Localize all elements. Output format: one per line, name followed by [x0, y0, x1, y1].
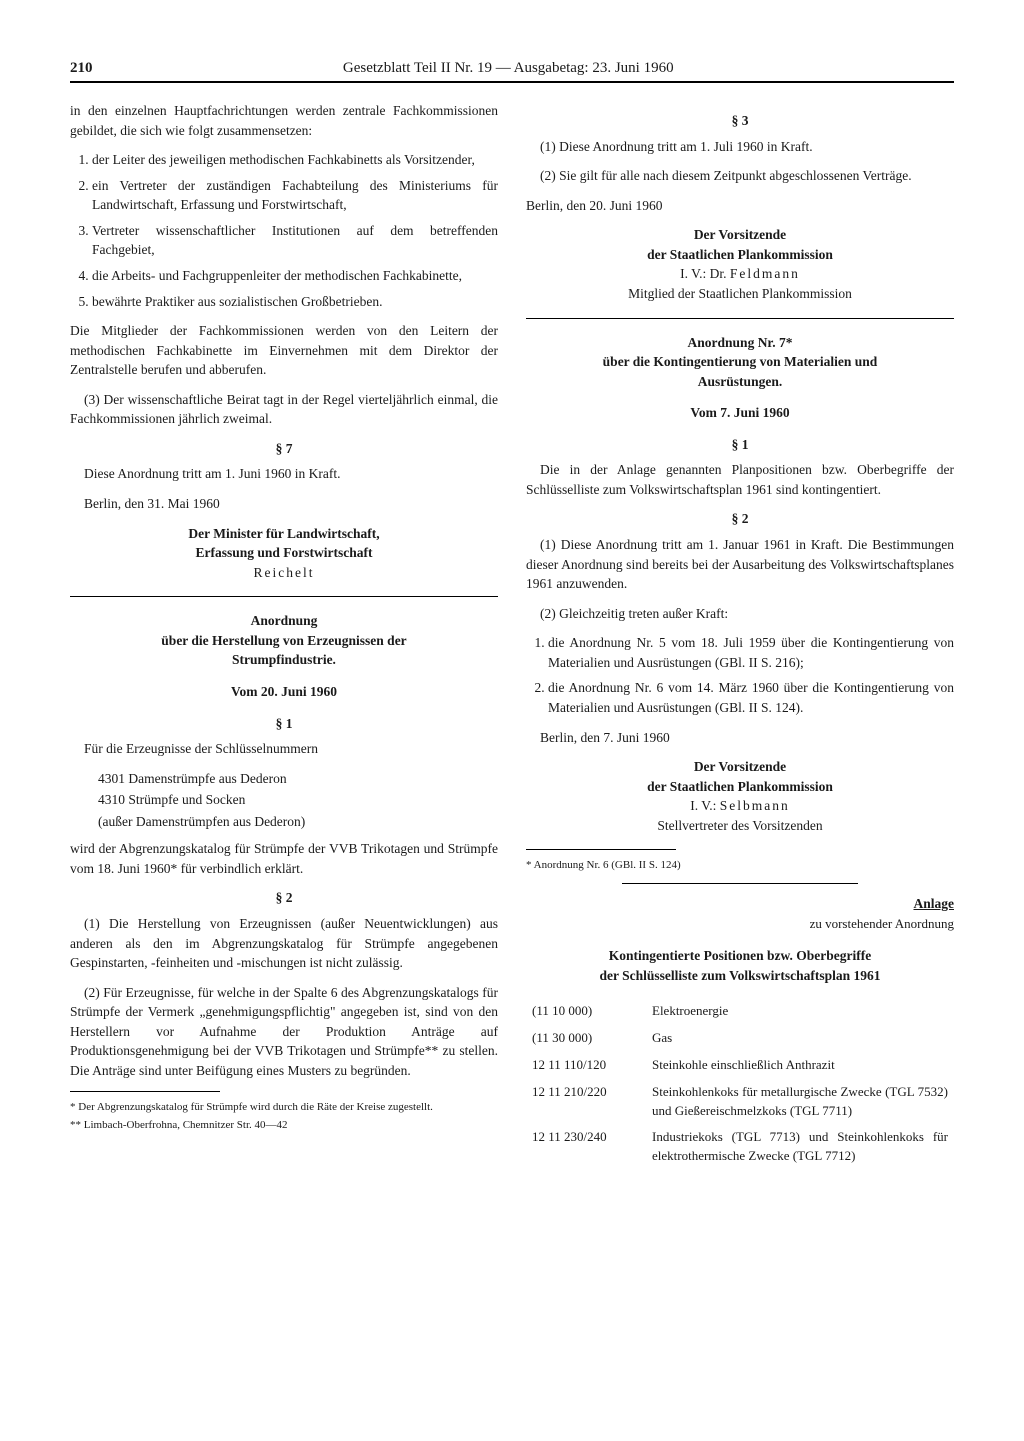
positions-table: (11 10 000)Elektroenergie (11 30 000)Gas…: [526, 997, 954, 1171]
sig-line: der Staatlichen Plankommission: [526, 777, 954, 797]
product-item: 4310 Strümpfe und Socken: [98, 790, 498, 810]
pos-code: 12 11 210/220: [528, 1080, 646, 1124]
title-line: Anordnung: [70, 611, 498, 631]
table-row: (11 30 000)Gas: [528, 1026, 952, 1051]
list-item: bewährte Praktiker aus sozialistischen G…: [92, 292, 498, 312]
product-list: 4301 Damenstrümpfe aus Dederon 4310 Strü…: [70, 769, 498, 832]
section-1: § 1: [70, 714, 498, 734]
date-line: Berlin, den 31. Mai 1960: [70, 494, 498, 514]
list-item: die Arbeits- und Fachgruppenleiter der m…: [92, 266, 498, 286]
commission-list: der Leiter des jeweiligen methodischen F…: [70, 150, 498, 311]
list-item: die Anordnung Nr. 5 vom 18. Juli 1959 üb…: [548, 633, 954, 672]
title-line: Anordnung Nr. 7*: [526, 333, 954, 353]
title-line: Ausrüstungen.: [526, 372, 954, 392]
pos-code: (11 10 000): [528, 999, 646, 1024]
pos-title-line: Kontingentierte Positionen bzw. Oberbegr…: [526, 946, 954, 966]
divider-mid: [622, 883, 857, 884]
footnote-1: * Der Abgrenzungskatalog für Strümpfe wi…: [70, 1100, 498, 1114]
s2b-p1: (1) Diese Anordnung tritt am 1. Januar 1…: [526, 535, 954, 594]
sig-name: Reichelt: [70, 563, 498, 583]
section-7: § 7: [70, 439, 498, 459]
sig-line: I. V.: Selbmann: [526, 796, 954, 816]
footnote-3: * Anordnung Nr. 6 (GBl. II S. 124): [526, 858, 954, 872]
table-row: 12 11 210/220Steinkohlenkoks für metallu…: [528, 1080, 952, 1124]
sig-line: Der Vorsitzende: [526, 757, 954, 777]
s1b-text: Die in der Anlage genannten Planposition…: [526, 460, 954, 499]
date-line-2: Berlin, den 20. Juni 1960: [526, 196, 954, 216]
order-3-title: Anordnung Nr. 7* über die Kontingentieru…: [526, 333, 954, 392]
pos-desc: Industriekoks (TGL 7713) und Steinkohlen…: [648, 1125, 952, 1169]
divider: [70, 596, 498, 597]
sig-line: I. V.: Dr. Feldmann: [526, 264, 954, 284]
section-2: § 2: [70, 888, 498, 908]
sig-line: Der Minister für Landwirtschaft,: [70, 524, 498, 544]
pos-desc: Elektroenergie: [648, 999, 952, 1024]
intro-text: in den einzelnen Hauptfachrichtungen wer…: [70, 101, 498, 140]
product-item: 4301 Damenstrümpfe aus Dederon: [98, 769, 498, 789]
s1-rest: wird der Abgrenzungskatalog für Strümpfe…: [70, 839, 498, 878]
s2-p1: (1) Die Herstellung von Erzeugnissen (au…: [70, 914, 498, 973]
pos-desc: Steinkohlenkoks für metallurgische Zweck…: [648, 1080, 952, 1124]
pos-title-line: der Schlüsselliste zum Volkswirtschaftsp…: [526, 966, 954, 986]
sig-line: Mitglied der Staatlichen Plankommission: [526, 284, 954, 304]
pos-code: 12 11 230/240: [528, 1125, 646, 1169]
signature-block-1: Der Minister für Landwirtschaft, Erfassu…: [70, 524, 498, 583]
repeal-list: die Anordnung Nr. 5 vom 18. Juli 1959 üb…: [526, 633, 954, 717]
header-title: Gesetzblatt Teil II Nr. 19 — Ausgabetag:…: [93, 60, 925, 77]
list-item: die Anordnung Nr. 6 vom 14. März 1960 üb…: [548, 678, 954, 717]
product-item: (außer Damenstrümpfen aus Dederon): [98, 812, 498, 832]
s2-p2: (2) Für Erzeugnisse, für welche in der S…: [70, 983, 498, 1081]
sig-line: Der Vorsitzende: [526, 225, 954, 245]
sig-line: der Staatlichen Plankommission: [526, 245, 954, 265]
table-row: (11 10 000)Elektroenergie: [528, 999, 952, 1024]
title-line: über die Kontingentierung von Materialie…: [526, 352, 954, 372]
anlage-title: Anlage: [526, 894, 954, 914]
title-line: über die Herstellung von Erzeugnissen de…: [70, 631, 498, 651]
sig-line: Erfassung und Forstwirtschaft: [70, 543, 498, 563]
s3-p2: (2) Sie gilt für alle nach diesem Zeitpu…: [526, 166, 954, 186]
section-3: § 3: [526, 111, 954, 131]
section-1b: § 1: [526, 435, 954, 455]
pos-desc: Gas: [648, 1026, 952, 1051]
order-2-title: Anordnung über die Herstellung von Erzeu…: [70, 611, 498, 670]
date-line-3: Berlin, den 7. Juni 1960: [526, 728, 954, 748]
s1-intro: Für die Erzeugnisse der Schlüsselnummern: [70, 739, 498, 759]
list-item: der Leiter des jeweiligen methodischen F…: [92, 150, 498, 170]
list-item: ein Vertreter der zuständigen Fachabteil…: [92, 176, 498, 215]
order-3-date: Vom 7. Juni 1960: [526, 403, 954, 423]
divider: [526, 318, 954, 319]
para-3: (3) Der wissenschaftliche Beirat tagt in…: [70, 390, 498, 429]
signature-block-2: Der Vorsitzende der Staatlichen Plankomm…: [526, 225, 954, 303]
s3-p1: (1) Diese Anordnung tritt am 1. Juli 196…: [526, 137, 954, 157]
pos-code: (11 30 000): [528, 1026, 646, 1051]
footnote-divider: [70, 1091, 220, 1092]
sig-line: Stellvertreter des Vorsitzenden: [526, 816, 954, 836]
right-column: § 3 (1) Diese Anordnung tritt am 1. Juli…: [526, 101, 954, 1171]
list-item: Vertreter wissenschaftlicher Institution…: [92, 221, 498, 260]
section-2b: § 2: [526, 509, 954, 529]
para-after: Die Mitglieder der Fachkommissionen werd…: [70, 321, 498, 380]
page-header: 210 Gesetzblatt Teil II Nr. 19 — Ausgabe…: [70, 60, 954, 83]
page-number: 210: [70, 60, 93, 77]
anlage-sub: zu vorstehender Anordnung: [526, 915, 954, 934]
order-2-date: Vom 20. Juni 1960: [70, 682, 498, 702]
title-line: Strumpfindustrie.: [70, 650, 498, 670]
footnote-2: ** Limbach-Oberfrohna, Chemnitzer Str. 4…: [70, 1118, 498, 1132]
left-column: in den einzelnen Hauptfachrichtungen wer…: [70, 101, 498, 1171]
pos-desc: Steinkohle einschließlich Anthrazit: [648, 1053, 952, 1078]
pos-code: 12 11 110/120: [528, 1053, 646, 1078]
s7-text: Diese Anordnung tritt am 1. Juni 1960 in…: [70, 464, 498, 484]
signature-block-3: Der Vorsitzende der Staatlichen Plankomm…: [526, 757, 954, 835]
table-row: 12 11 230/240Industriekoks (TGL 7713) un…: [528, 1125, 952, 1169]
s2b-p2: (2) Gleichzeitig treten außer Kraft:: [526, 604, 954, 624]
table-row: 12 11 110/120Steinkohle einschließlich A…: [528, 1053, 952, 1078]
footnote-divider: [526, 849, 676, 850]
positions-title: Kontingentierte Positionen bzw. Oberbegr…: [526, 946, 954, 985]
